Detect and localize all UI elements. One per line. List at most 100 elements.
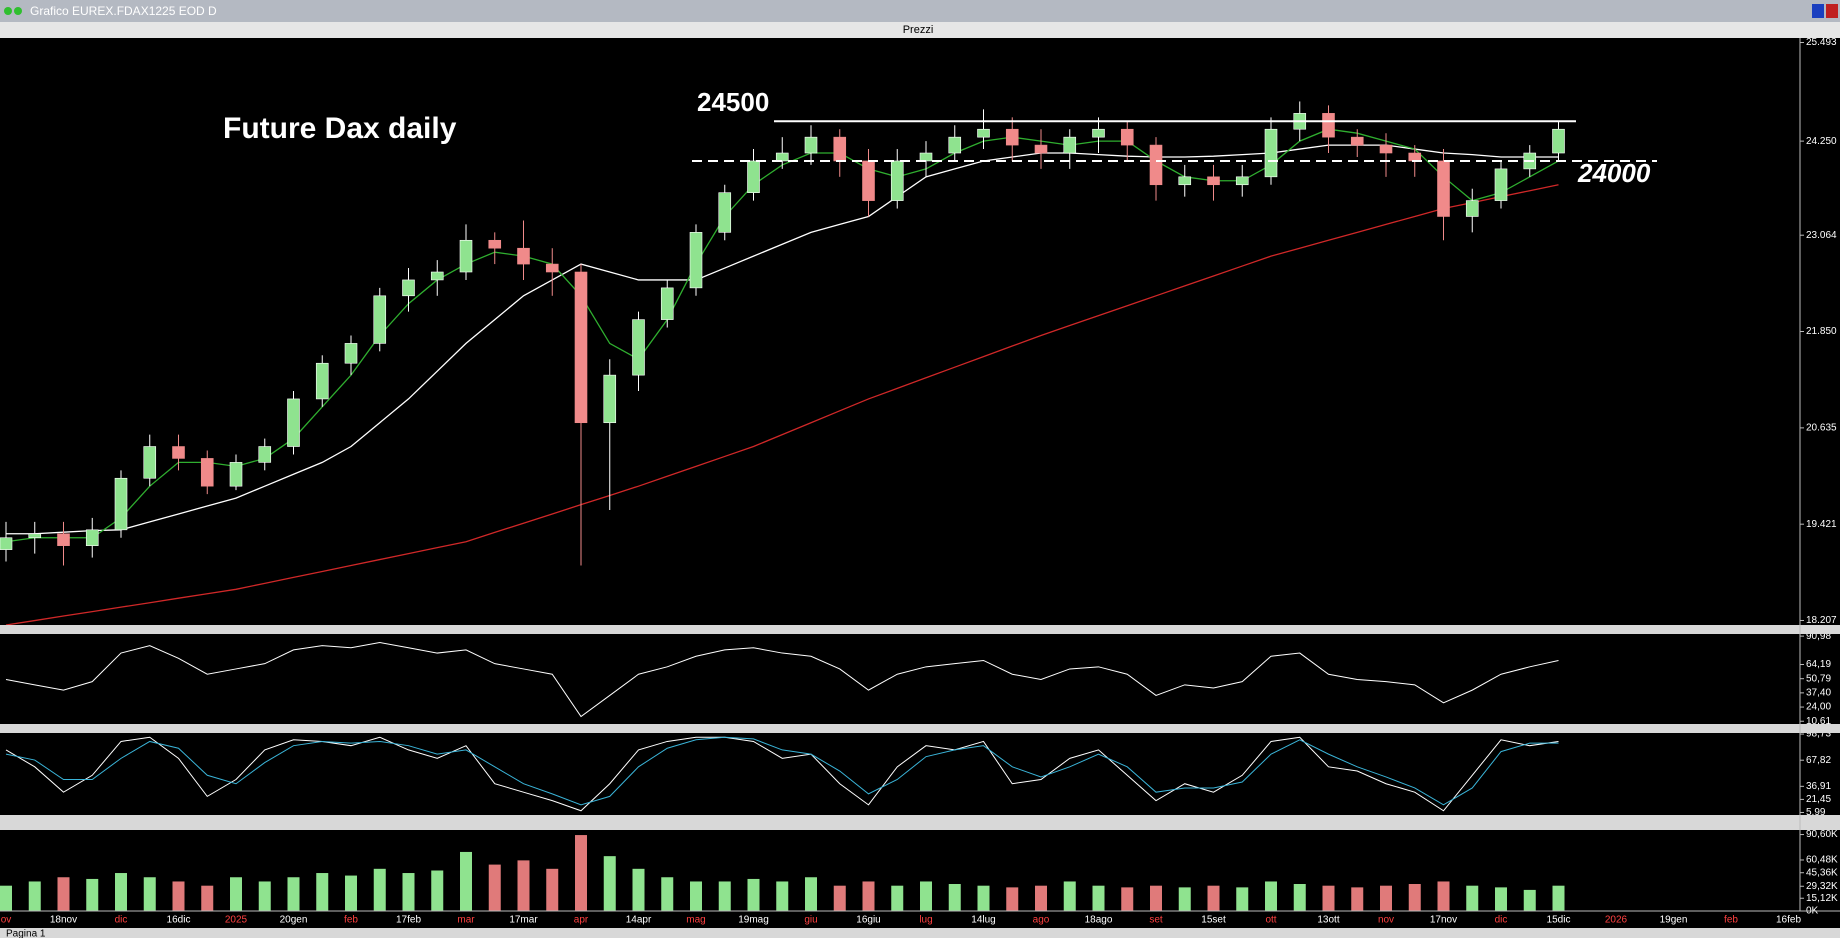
- volume-bar: [661, 877, 674, 911]
- x-tick-label: 18ago: [1085, 915, 1113, 926]
- candle-body: [1264, 128, 1278, 178]
- window-icon: [4, 7, 12, 15]
- x-tick-label: 17feb: [396, 915, 421, 926]
- volume-bar: [1265, 881, 1277, 911]
- window-button[interactable]: [1812, 4, 1824, 18]
- x-tick-label: 13ott: [1317, 915, 1339, 926]
- x-tick-label: ago: [1033, 915, 1050, 926]
- window-button[interactable]: [1826, 4, 1838, 18]
- candle-body: [200, 458, 214, 487]
- x-tick-label: 16dic: [167, 915, 191, 926]
- volume-bar: [287, 877, 300, 911]
- moving-average: [6, 144, 1559, 535]
- x-tick-label: 20gen: [280, 915, 308, 926]
- candle-body: [660, 287, 674, 320]
- y-tick-label: 23.064: [1806, 230, 1837, 241]
- candle-body: [114, 477, 128, 531]
- candle-body: [833, 136, 847, 162]
- y-tick-label: 25.493: [1806, 37, 1837, 48]
- candle-body: [1063, 136, 1077, 154]
- candle-body: [1408, 152, 1422, 162]
- candle-body: [344, 343, 358, 364]
- volume-bar: [488, 864, 501, 911]
- panel-separator[interactable]: [0, 724, 1840, 733]
- volume-bar: [57, 877, 70, 911]
- volume-bar: [1150, 885, 1162, 911]
- candle-body: [430, 271, 444, 281]
- x-tick-label: 15dic: [1547, 915, 1571, 926]
- volume-bar: [345, 875, 357, 911]
- y-tick-label: 5,99: [1806, 807, 1826, 818]
- volume-bar: [1495, 887, 1507, 911]
- x-tick-label: 17nov: [1430, 915, 1457, 926]
- candle-body: [1120, 128, 1134, 146]
- x-tick-label: 18nov: [50, 915, 77, 926]
- indicator-line: [5, 736, 1559, 806]
- y-tick-label: 15,12K: [1806, 893, 1838, 904]
- x-tick-label: 2025: [225, 915, 248, 926]
- x-tick-label: nov: [1378, 915, 1394, 926]
- volume-bar: [1092, 885, 1105, 911]
- y-tick-label: 64,19: [1806, 659, 1831, 670]
- volume-bar: [805, 877, 817, 911]
- x-tick-label: 14apr: [626, 915, 652, 926]
- candle-body: [28, 533, 42, 539]
- volume-bar: [172, 881, 185, 911]
- level-label: 24000: [1577, 158, 1651, 188]
- candle-body: [315, 362, 329, 400]
- x-tick-label: ov: [1, 915, 12, 926]
- y-tick-label: 90,98: [1806, 631, 1831, 642]
- volume-bar: [1466, 885, 1479, 911]
- volume-bar: [977, 885, 990, 911]
- volume-bar: [1437, 881, 1450, 911]
- volume-bar: [546, 868, 559, 911]
- x-tick-label: dic: [115, 915, 128, 926]
- x-tick-label: feb: [344, 915, 358, 926]
- candle-body: [862, 160, 875, 201]
- candle-body: [1178, 176, 1192, 186]
- candle-body: [574, 271, 588, 424]
- y-tick-label: 29,32K: [1806, 881, 1838, 892]
- volume-bar: [1035, 885, 1047, 911]
- volume-bar: [632, 868, 645, 911]
- indicator-line: [5, 736, 1559, 812]
- candle-body: [0, 537, 13, 550]
- y-tick-label: 37,40: [1806, 688, 1831, 699]
- candle-body: [632, 319, 645, 376]
- x-tick-label: 15set: [1201, 915, 1226, 926]
- candle-body: [1465, 200, 1479, 217]
- volume-bar: [1236, 887, 1249, 911]
- volume-bar: [201, 885, 214, 911]
- volume-bar: [747, 878, 760, 911]
- volume-bar: [948, 884, 961, 911]
- candle-body: [977, 128, 990, 138]
- status-bar: [0, 928, 1840, 938]
- volume-bar: [1063, 881, 1076, 911]
- panel-separator[interactable]: [0, 815, 1840, 830]
- volume-bar: [690, 881, 702, 911]
- volume-bar: [258, 881, 271, 911]
- candle-body: [1437, 160, 1450, 217]
- x-tick-label: 16feb: [1776, 915, 1801, 926]
- candle-body: [890, 160, 904, 201]
- volume-bar: [115, 873, 127, 911]
- candle-body: [603, 374, 617, 424]
- volume-bar: [316, 873, 329, 911]
- y-tick-label: 50,79: [1806, 673, 1831, 684]
- volume-bar: [1523, 889, 1536, 911]
- panel-separator[interactable]: [0, 625, 1840, 634]
- page-tab[interactable]: Pagina 1: [6, 929, 46, 938]
- x-tick-label: ott: [1265, 915, 1276, 926]
- volume-bar: [230, 877, 242, 911]
- volume-bar: [603, 856, 616, 911]
- y-tick-label: 18.207: [1806, 615, 1837, 626]
- x-tick-label: 19gen: [1660, 915, 1688, 926]
- candle-body: [1350, 136, 1364, 146]
- x-tick-label: apr: [574, 915, 589, 926]
- volume-bar: [143, 877, 156, 911]
- volume-bar: [1380, 885, 1392, 911]
- candle-body: [689, 232, 703, 289]
- volume-bar: [1121, 887, 1134, 911]
- candle-body: [1379, 144, 1393, 154]
